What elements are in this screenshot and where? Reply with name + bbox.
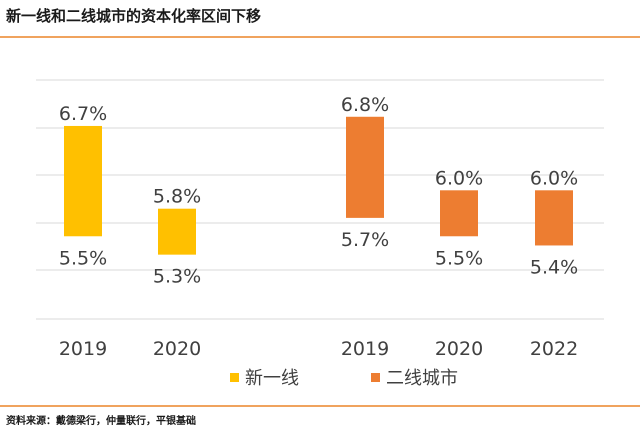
bar-0-1 — [158, 208, 196, 255]
category-label-1-1: 2020 — [435, 338, 483, 360]
low-label-1-2: 5.4% — [530, 256, 578, 278]
chart-title: 新一线和二线城市的资本化率区间下移 — [6, 7, 262, 25]
legend-label-tier1-new: 新一线 — [245, 368, 299, 389]
category-label-1-0: 2019 — [341, 338, 389, 360]
bar-0-0 — [64, 125, 102, 237]
high-label-1-1: 6.0% — [435, 167, 483, 189]
bar-1-0 — [346, 116, 384, 218]
low-label-0-1: 5.3% — [153, 266, 201, 288]
bar-1-1 — [440, 190, 478, 237]
legend-swatch-tier1-new — [230, 372, 239, 382]
high-label-0-0: 6.7% — [59, 103, 107, 125]
top-divider — [0, 36, 640, 38]
high-label-0-1: 5.8% — [153, 186, 201, 208]
high-label-1-2: 6.0% — [530, 167, 578, 189]
legend-item-tier1-new: 新一线 — [230, 366, 299, 389]
legend-label-tier2: 二线城市 — [386, 368, 458, 389]
bar-1-2 — [535, 190, 573, 246]
legend-item-tier2: 二线城市 — [371, 366, 458, 389]
low-label-1-0: 5.7% — [341, 229, 389, 251]
source-note: 资料来源：戴德梁行，仲量联行，平银基础 — [6, 416, 196, 427]
high-label-1-0: 6.8% — [341, 94, 389, 116]
low-label-1-1: 5.5% — [435, 247, 483, 269]
category-label-0-1: 2020 — [153, 338, 201, 360]
category-label-0-0: 2019 — [59, 338, 107, 360]
legend-swatch-tier2 — [371, 372, 380, 382]
category-label-1-2: 2022 — [530, 338, 578, 360]
low-label-0-0: 5.5% — [59, 247, 107, 269]
bottom-divider — [0, 405, 640, 407]
